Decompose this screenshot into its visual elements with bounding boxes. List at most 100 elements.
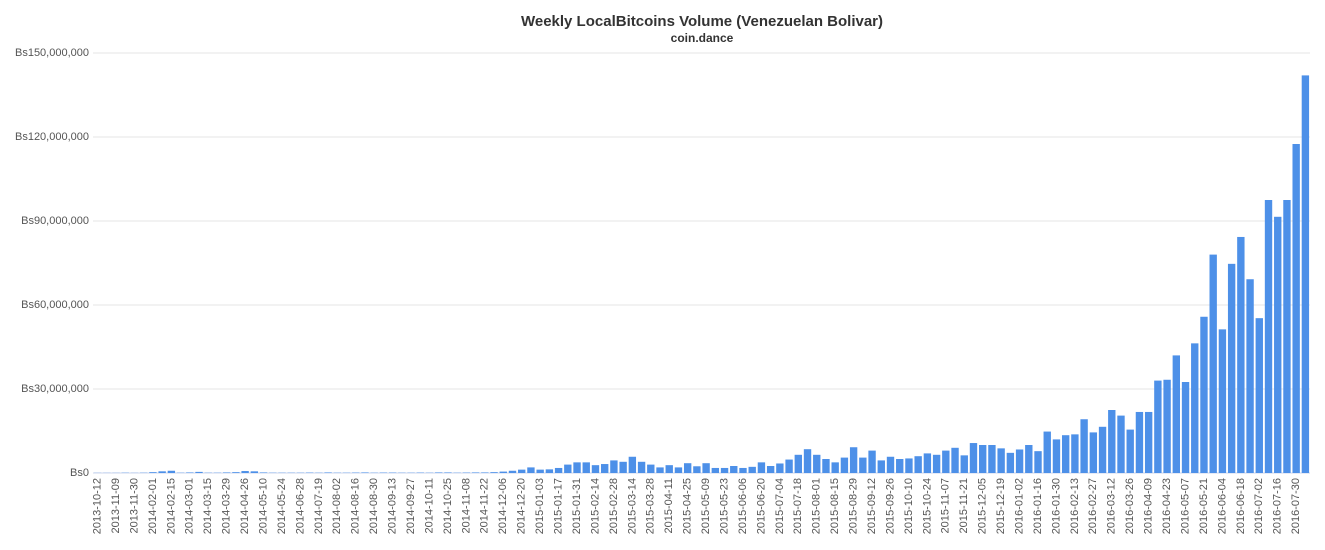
bar <box>1135 411 1144 473</box>
bar <box>471 472 480 473</box>
bar <box>1301 75 1310 474</box>
bar <box>435 472 443 473</box>
x-tick-label: 2015-02-28 <box>608 478 620 534</box>
bar <box>979 445 987 473</box>
bar <box>1274 216 1282 474</box>
x-tick-label: 2015-12-19 <box>995 478 1007 534</box>
x-tick-label: 2014-08-30 <box>368 478 380 534</box>
x-tick-label: 2015-09-26 <box>884 478 896 534</box>
bar <box>259 472 268 473</box>
x-tick-label: 2014-03-01 <box>184 478 196 534</box>
x-tick-label: 2016-03-26 <box>1124 478 1136 534</box>
bar <box>232 472 240 473</box>
chart-title: Weekly LocalBitcoins Volume (Venezuelan … <box>521 13 883 30</box>
y-tick-label: Bs60,000,000 <box>21 299 89 311</box>
bar <box>702 463 710 473</box>
bar <box>1098 426 1107 473</box>
bar <box>582 462 590 473</box>
bar <box>1264 200 1273 473</box>
bar <box>647 464 655 473</box>
bar <box>877 460 885 473</box>
x-tick-label: 2016-05-07 <box>1179 478 1191 534</box>
bar <box>656 467 664 473</box>
bar <box>711 467 720 473</box>
x-tick-label: 2015-09-12 <box>866 478 878 534</box>
x-tick-label: 2014-06-28 <box>294 478 306 534</box>
bar <box>1061 435 1070 473</box>
x-tick-label: 2014-09-27 <box>405 478 417 534</box>
bar <box>536 469 544 473</box>
bar <box>896 459 904 473</box>
bar <box>573 462 581 473</box>
bar <box>997 448 1005 473</box>
bar <box>508 470 517 473</box>
x-tick-label: 2015-03-14 <box>626 478 638 534</box>
x-tick-label: 2014-08-02 <box>331 478 343 534</box>
bar <box>932 454 941 473</box>
bar <box>942 450 950 473</box>
x-tick-label: 2016-06-18 <box>1235 478 1247 534</box>
bar <box>610 460 618 473</box>
x-tick-label: 2016-03-12 <box>1106 478 1118 534</box>
bar <box>241 471 249 473</box>
bar <box>730 466 738 473</box>
bar <box>923 453 932 473</box>
x-tick-label: 2014-08-16 <box>350 478 362 534</box>
bar <box>601 464 609 473</box>
x-tick-label: 2016-06-04 <box>1216 478 1228 534</box>
bar <box>776 463 784 473</box>
bar <box>1283 200 1291 473</box>
bar <box>1163 379 1171 473</box>
x-tick-label: 2014-07-19 <box>313 478 325 534</box>
bar <box>1191 343 1199 473</box>
bar <box>665 465 673 473</box>
x-tick-label: 2015-08-29 <box>848 478 860 534</box>
bar <box>1080 419 1088 473</box>
bar <box>637 461 646 473</box>
x-tick-label: 2016-07-02 <box>1253 478 1265 534</box>
bar <box>186 472 194 473</box>
x-tick-label: 2014-03-29 <box>221 478 233 534</box>
bar <box>766 466 775 473</box>
x-tick-label: 2014-09-13 <box>387 478 399 534</box>
bar <box>674 467 683 473</box>
y-tick-label: Bs150,000,000 <box>15 47 89 59</box>
y-tick-label: Bs90,000,000 <box>21 215 89 227</box>
x-tick-label: 2015-08-15 <box>829 478 841 534</box>
bar <box>1071 434 1079 473</box>
x-tick-label: 2015-01-31 <box>571 478 583 534</box>
x-tick-label: 2014-12-20 <box>516 478 528 534</box>
bar <box>222 472 231 473</box>
x-tick-label: 2014-10-11 <box>423 478 435 533</box>
x-tick-label: 2016-04-23 <box>1161 478 1173 534</box>
bar <box>1237 236 1245 473</box>
x-tick-label: 2015-05-09 <box>700 478 712 534</box>
y-tick-label: Bs120,000,000 <box>15 131 89 143</box>
bar <box>803 449 812 473</box>
bar <box>905 458 913 473</box>
bar <box>1052 439 1061 473</box>
bar <box>1006 452 1015 473</box>
x-tick-label: 2014-02-15 <box>165 478 177 534</box>
bar <box>518 469 526 473</box>
bar <box>849 447 858 473</box>
x-tick-label: 2015-08-01 <box>811 478 823 534</box>
bar <box>1292 144 1300 473</box>
x-tick-label: 2016-02-27 <box>1087 478 1099 534</box>
x-tick-label: 2014-02-01 <box>147 478 159 534</box>
bar <box>831 462 839 473</box>
y-tick-label: Bs30,000,000 <box>21 383 89 395</box>
x-tick-label: 2015-05-23 <box>718 478 730 534</box>
bar <box>158 471 166 473</box>
bar <box>564 464 572 473</box>
bar <box>591 465 600 473</box>
bar <box>757 462 766 473</box>
y-tick-label: Bs0 <box>70 467 89 479</box>
x-tick-label: 2013-11-30 <box>128 478 140 533</box>
bar <box>693 466 701 473</box>
bar <box>1144 411 1153 473</box>
bar <box>748 466 756 473</box>
bar <box>840 457 849 473</box>
bar <box>1154 380 1162 473</box>
